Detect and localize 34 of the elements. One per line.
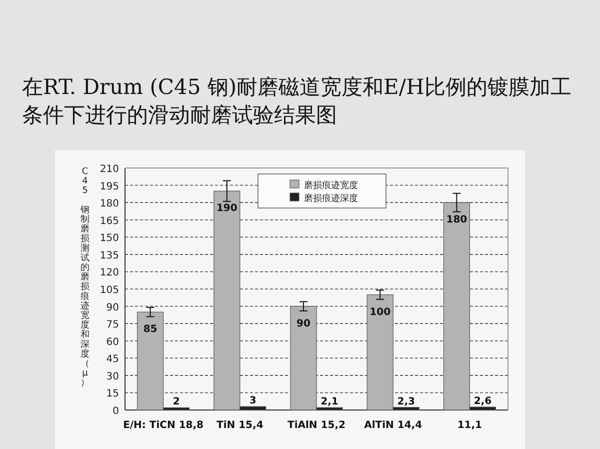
- y-tick-label: 30: [106, 371, 119, 382]
- data-label: 2,3: [397, 396, 415, 408]
- y-tick-label: 75: [106, 320, 119, 331]
- y-tick-label: 120: [100, 268, 119, 279]
- data-label: 100: [370, 306, 391, 318]
- x-tick-label: E/H: TiCN 18,8: [123, 420, 204, 431]
- y-tick-label: 180: [100, 198, 119, 210]
- y-tick-label: 195: [100, 181, 119, 192]
- y-tick-label: 15: [106, 388, 119, 400]
- x-tick-label: TiN 15,4: [216, 420, 264, 431]
- text: C45 钢制磨损测试的磨损痕迹宽度和深度（μ）: [80, 167, 90, 388]
- data-label: 85: [143, 324, 158, 336]
- data-label: 180: [446, 214, 468, 226]
- data-label: 2,6: [474, 396, 492, 408]
- data-label: 2,1: [320, 396, 338, 408]
- y-tick-label: 210: [100, 164, 119, 175]
- data-label: 90: [296, 318, 310, 330]
- y-tick-label: 45: [106, 354, 119, 366]
- data-label: 2: [172, 396, 180, 408]
- chart-title: 在RT. Drum (C45 钢)耐磨磁道宽度和E/H比例的镀膜加工条件下进行的滑动耐磨试验结果图: [22, 75, 572, 127]
- legend-label: 磨损痕迹宽度: [304, 180, 358, 191]
- y-tick-label: 105: [100, 285, 119, 296]
- x-tick-label: AlTiN 14,4: [364, 420, 422, 431]
- y-tick-label: 90: [106, 302, 119, 314]
- y-tick-label: 135: [100, 250, 119, 262]
- y-tick-label: 150: [100, 233, 119, 244]
- legend-label: 磨损痕迹深度: [304, 193, 358, 204]
- x-tick-label: 11,1: [457, 420, 482, 431]
- data-label: 190: [216, 203, 238, 214]
- y-tick-label: 165: [100, 216, 119, 227]
- x-tick-label: TiAlN 15,2: [288, 420, 346, 431]
- y-tick-label: 60: [106, 336, 119, 348]
- y-tick-label: 0: [112, 406, 119, 417]
- data-label: 3: [249, 396, 256, 407]
